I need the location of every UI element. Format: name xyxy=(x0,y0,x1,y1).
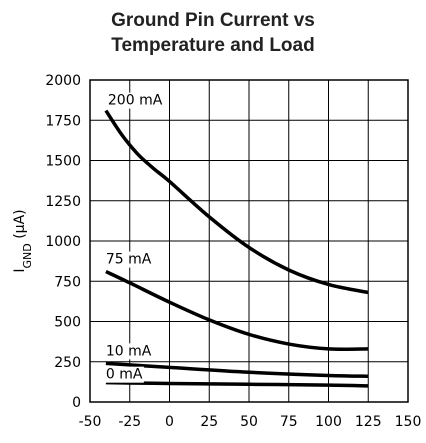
x-tick-labels: -50 -25 0 25 50 75 100 125 150 xyxy=(79,414,422,430)
series-line-2 xyxy=(105,361,369,378)
series-label-2: 10 mA xyxy=(106,343,152,359)
chart-title-line-1: Ground Pin Current vs xyxy=(111,10,315,31)
y-tick-label-0: 0 xyxy=(72,395,81,411)
series-label-1: 75 mA xyxy=(106,252,152,268)
y-tick-label-3: 750 xyxy=(54,274,81,290)
series-label-bg xyxy=(104,251,153,268)
x-tick-label-4: 50 xyxy=(240,414,258,430)
y-tick-label-5: 1250 xyxy=(45,194,81,210)
y-axis-label-main: I xyxy=(12,268,28,272)
series-line-3 xyxy=(105,380,369,388)
y-tick-label-6: 1500 xyxy=(45,154,81,170)
y-tick-label-8: 2000 xyxy=(45,73,81,89)
x-tick-label-8: 150 xyxy=(395,414,422,430)
y-tick-label-4: 1000 xyxy=(45,234,81,250)
series-label-3: 0 mA xyxy=(106,367,143,383)
x-tick-label-0: -50 xyxy=(79,414,102,430)
series-labels: 200 mA 75 mA 10 mA 0 mA xyxy=(104,92,164,383)
series-line-1 xyxy=(105,270,369,351)
y-tick-label-1: 250 xyxy=(54,355,81,371)
series-line-0 xyxy=(104,109,369,295)
x-tick-label-2: 0 xyxy=(165,414,174,430)
series-lines xyxy=(104,109,369,388)
plot-frame xyxy=(89,79,409,403)
y-tick-label-2: 500 xyxy=(54,315,81,331)
y-axis-label-subscript: GND xyxy=(21,243,34,268)
y-axis-label: IGND (μA) xyxy=(12,209,34,272)
series-label-0: 200 mA xyxy=(108,93,163,109)
series-label-bg xyxy=(106,92,164,109)
y-tick-labels: 0 250 500 750 1000 1250 1500 1750 2000 xyxy=(45,73,81,411)
y-tick-label-7: 1750 xyxy=(45,113,81,129)
chart-title: Ground Pin Current vs Temperature and Lo… xyxy=(0,8,426,58)
chart-title-line-2: Temperature and Load xyxy=(111,35,315,56)
x-tick-label-5: 75 xyxy=(280,414,298,430)
series-label-bg xyxy=(104,343,153,360)
y-axis-label-unit: (μA) xyxy=(12,209,28,243)
x-tick-label-7: 125 xyxy=(355,414,382,430)
x-tick-label-1: -25 xyxy=(118,414,141,430)
x-tick-label-3: 25 xyxy=(200,414,218,430)
series-label-bg xyxy=(104,366,144,383)
x-tick-label-6: 100 xyxy=(315,414,342,430)
